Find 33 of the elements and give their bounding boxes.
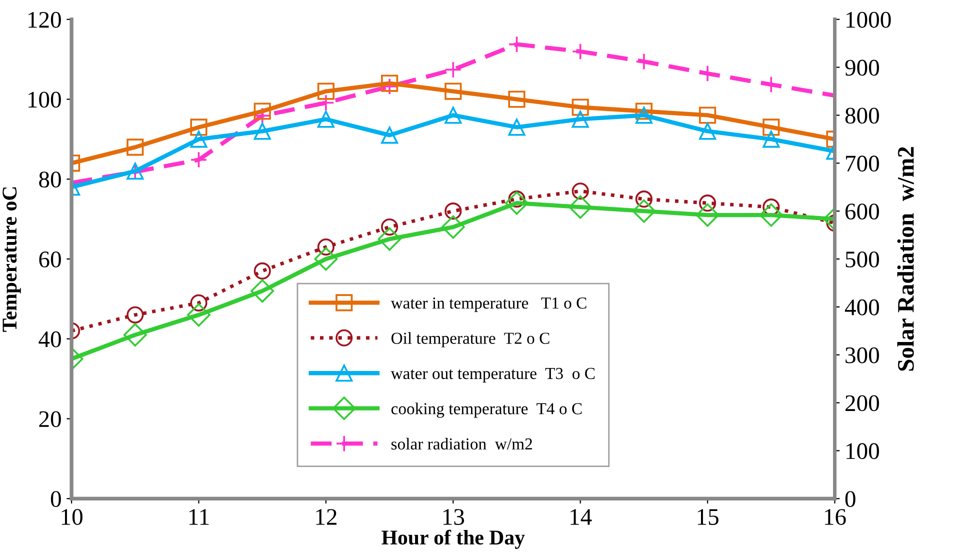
y-tick-label: 80 (39, 172, 61, 188)
y-tick-label: 100 (28, 92, 61, 108)
x-tick-label: 15 (698, 509, 718, 525)
legend-label: solar radiation w/m2 (391, 438, 532, 450)
y-tick-label: 60 (39, 251, 61, 268)
x-tick-label: 12 (316, 509, 336, 525)
y2-tick-label: 900 (845, 60, 879, 76)
y-tick-label: 0 (50, 491, 61, 508)
y2-tick-label: 200 (846, 395, 879, 412)
x-tick-label: 11 (189, 509, 209, 525)
legend-label: water out temperature T3 o C (390, 368, 595, 382)
y-tick-label: 40 (38, 331, 61, 348)
legend-label: water in temperature T1 o C (390, 297, 586, 312)
x-tick-label: 13 (443, 509, 464, 525)
y2-tick-label: 100 (846, 443, 879, 460)
y2-tick-label: 700 (846, 156, 879, 172)
legend-label: cooking temperature T4 o C (391, 402, 582, 418)
y2-tick-label: 800 (845, 108, 879, 124)
y2-tick-label: 1000 (846, 12, 891, 28)
y-axis-title: Temperature oC (2, 187, 21, 332)
y2-tick-label: 500 (846, 251, 879, 268)
x-tick-label: 14 (570, 509, 592, 525)
x-tick-label: 16 (825, 509, 846, 525)
y-tick-label: 20 (39, 411, 61, 428)
y2-tick-label: 300 (846, 347, 879, 364)
y2-tick-label: 600 (845, 204, 879, 220)
x-axis-title: Hour of the Day (382, 530, 525, 549)
y-tick-label: 120 (28, 12, 61, 28)
y2-tick-label: 400 (844, 299, 879, 316)
x-tick-label: 10 (62, 509, 82, 525)
legend-label: Oil temperature T2 o C (391, 332, 550, 348)
y2-tick-label: 0 (845, 491, 856, 508)
y2-axis-title: Solar Radiation w/m2 (897, 147, 914, 371)
